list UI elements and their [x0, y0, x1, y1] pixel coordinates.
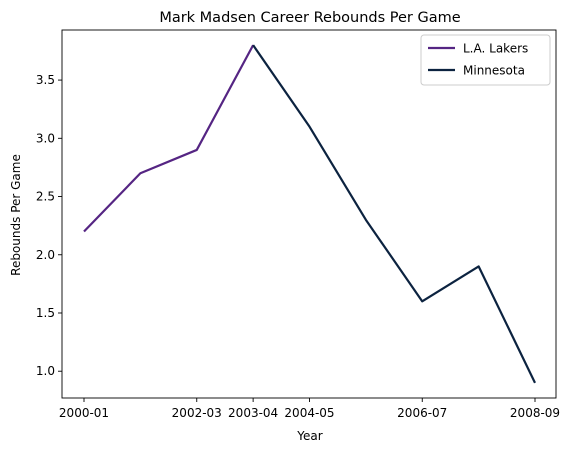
y-axis-label: Rebounds Per Game [9, 154, 23, 276]
series-line-1 [252, 44, 536, 384]
y-tick-label-0: 1.0 [36, 364, 55, 378]
x-tick-label-1: 2002-03 [172, 406, 222, 420]
legend: L.A. Lakers Minnesota [420, 34, 551, 86]
x-tick-label-3: 2004-05 [284, 406, 334, 420]
plot-area [83, 44, 536, 384]
axes: 1.0 1.5 2.0 2.5 3.0 3.5 2000-01 2002-03 2003-04 2… [36, 29, 560, 420]
x-tick-label-4: 2006-07 [397, 406, 447, 420]
y-tick-label-2: 2.0 [36, 248, 55, 262]
axes-frame [61, 29, 557, 399]
legend-label-0: L.A. Lakers [463, 42, 528, 56]
x-tick-label-5: 2008-09 [510, 406, 560, 420]
x-axis-label: Year [296, 429, 322, 443]
y-tick-label-5: 3.5 [36, 73, 55, 87]
series-line-0 [83, 44, 255, 233]
legend-label-1: Minnesota [463, 64, 525, 78]
y-tick-label-3: 2.5 [36, 190, 55, 204]
x-tick-label-2: 2003-04 [228, 406, 278, 420]
chart-title: Mark Madsen Career Rebounds Per Game [159, 10, 460, 26]
y-tick-label-4: 3.0 [36, 131, 55, 145]
y-tick-label-1: 1.5 [36, 306, 55, 320]
x-tick-label-0: 2000-01 [59, 406, 109, 420]
